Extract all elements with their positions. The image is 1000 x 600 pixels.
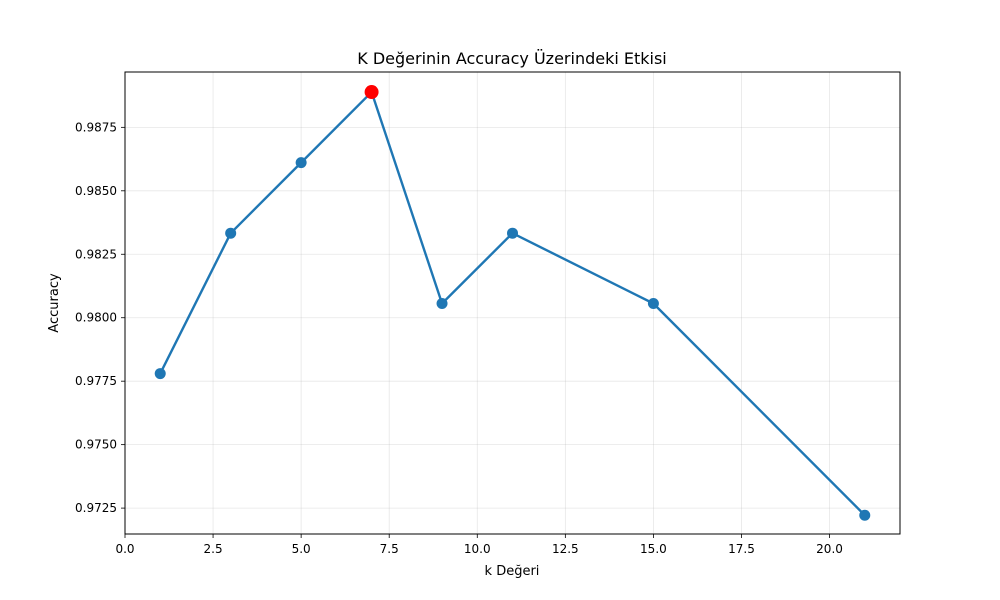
- x-tick-label: 17.5: [728, 542, 755, 556]
- x-tick-label: 5.0: [292, 542, 311, 556]
- data-points: [154, 85, 871, 521]
- y-tick-label: 0.9800: [75, 311, 117, 325]
- y-tick-label: 0.9875: [75, 120, 117, 134]
- x-axis-label: k Değeri: [485, 564, 540, 579]
- data-point: [507, 227, 518, 239]
- series-line: [159, 90, 866, 517]
- data-point: [154, 368, 166, 380]
- data-point: [225, 227, 237, 239]
- x-tick-label: 10.0: [464, 542, 491, 556]
- x-tick-label: 12.5: [552, 542, 579, 556]
- y-tick-label: 0.9775: [75, 374, 117, 388]
- data-point: [647, 298, 659, 310]
- plot-area-frame: [124, 71, 901, 535]
- best-k-point: [364, 85, 379, 100]
- series-polyline: [159, 90, 866, 517]
- y-axis-ticks: 0.9725 0.9750 0.9775 0.9800 0.9825 0.9850 0.98…: [75, 120, 125, 515]
- y-tick-label: 0.9825: [75, 247, 117, 261]
- x-axis-ticks: 0.0 2.5 5.0 7.5 10.0 12.5 15.0 17.5 20.0: [115, 534, 843, 556]
- y-tick-label: 0.9750: [75, 438, 117, 452]
- grid: [124, 72, 900, 534]
- y-tick-label: 0.9725: [75, 501, 117, 515]
- x-tick-label: 2.5: [204, 542, 223, 556]
- x-tick-label: 20.0: [816, 542, 843, 556]
- x-tick-label: 0.0: [115, 542, 134, 556]
- y-axis-label: Accuracy: [47, 273, 62, 333]
- chart-title: K Değerinin Accuracy Üzerindeki Etkisi: [357, 49, 667, 68]
- x-tick-label: 7.5: [380, 542, 399, 556]
- data-point: [436, 298, 448, 310]
- x-tick-label: 15.0: [640, 542, 667, 556]
- data-point: [859, 509, 871, 521]
- data-point: [295, 157, 307, 169]
- y-tick-label: 0.9850: [75, 184, 117, 198]
